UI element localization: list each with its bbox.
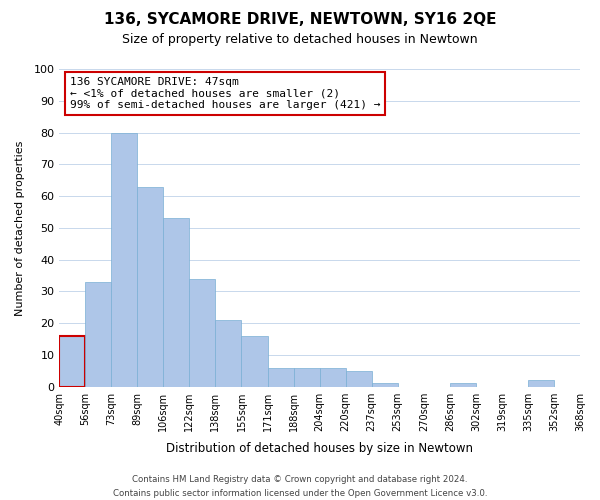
- X-axis label: Distribution of detached houses by size in Newtown: Distribution of detached houses by size …: [166, 442, 473, 455]
- Bar: [320, 368, 346, 386]
- Bar: [59, 336, 85, 386]
- Bar: [163, 218, 190, 386]
- Bar: [268, 368, 293, 386]
- Bar: [137, 186, 163, 386]
- Bar: [450, 384, 476, 386]
- Bar: [528, 380, 554, 386]
- Bar: [293, 368, 320, 386]
- Bar: [241, 336, 268, 386]
- Text: 136 SYCAMORE DRIVE: 47sqm
← <1% of detached houses are smaller (2)
99% of semi-d: 136 SYCAMORE DRIVE: 47sqm ← <1% of detac…: [70, 77, 380, 110]
- Bar: [371, 384, 398, 386]
- Bar: [346, 371, 371, 386]
- Bar: [190, 278, 215, 386]
- Bar: [85, 282, 111, 387]
- Text: Contains HM Land Registry data © Crown copyright and database right 2024.
Contai: Contains HM Land Registry data © Crown c…: [113, 476, 487, 498]
- Bar: [111, 132, 137, 386]
- Bar: [215, 320, 241, 386]
- Text: 136, SYCAMORE DRIVE, NEWTOWN, SY16 2QE: 136, SYCAMORE DRIVE, NEWTOWN, SY16 2QE: [104, 12, 496, 28]
- Y-axis label: Number of detached properties: Number of detached properties: [15, 140, 25, 316]
- Text: Size of property relative to detached houses in Newtown: Size of property relative to detached ho…: [122, 32, 478, 46]
